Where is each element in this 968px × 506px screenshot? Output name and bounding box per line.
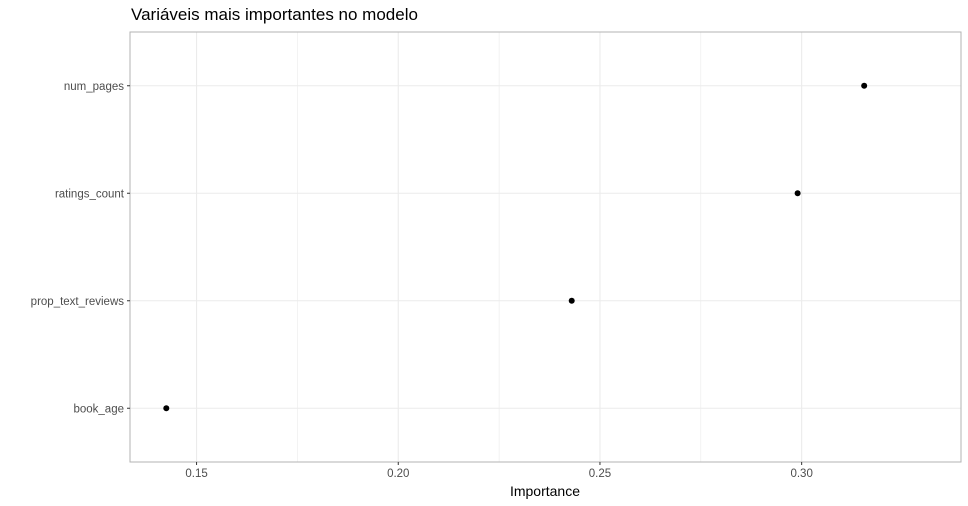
data-point-num-pages bbox=[861, 82, 868, 89]
x-axis-tick-labels: 0.15 0.20 0.25 0.30 bbox=[185, 462, 813, 480]
x-tick-label: 0.15 bbox=[185, 468, 207, 480]
point-layer bbox=[163, 82, 868, 412]
data-point-ratings-count bbox=[794, 190, 801, 197]
data-point-book-age bbox=[163, 405, 170, 412]
y-tick-label: prop_text_reviews bbox=[31, 296, 125, 308]
chart-title: Variáveis mais importantes no modelo bbox=[131, 5, 418, 24]
y-tick-label: num_pages bbox=[64, 81, 124, 93]
y-tick-label: ratings_count bbox=[55, 188, 125, 200]
data-point-prop-text-reviews bbox=[568, 297, 575, 304]
x-tick-label: 0.25 bbox=[589, 468, 611, 480]
y-tick-label: book_age bbox=[73, 403, 124, 415]
grid-layer bbox=[130, 32, 961, 462]
panel-border bbox=[129, 31, 962, 463]
x-tick-label: 0.30 bbox=[790, 468, 812, 480]
x-tick-label: 0.20 bbox=[387, 468, 409, 480]
x-axis-title: Importance bbox=[510, 483, 580, 499]
y-axis-tick-labels: num_pages ratings_count prop_text_reviewsb… bbox=[31, 81, 130, 415]
